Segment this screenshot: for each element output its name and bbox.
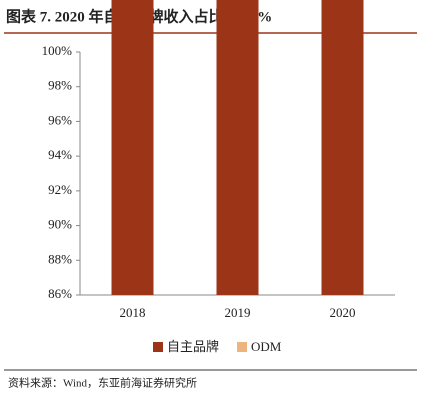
y-tick-label: 94% [48,147,72,162]
legend-label: 自主品牌 [167,339,219,354]
y-tick-label: 86% [48,286,72,301]
bar-segment [216,0,259,295]
x-tick-label: 2018 [120,305,146,320]
y-tick-label: 90% [48,217,72,232]
y-tick-label: 98% [48,78,72,93]
y-tick-label: 88% [48,251,72,266]
bar-segment [321,0,364,295]
y-tick-label: 92% [48,182,72,197]
y-tick-label: 100% [42,43,73,58]
x-tick-label: 2020 [330,305,356,320]
y-tick-label: 96% [48,112,72,127]
legend-label: ODM [251,339,282,354]
bar-segment [111,0,154,295]
x-tick-label: 2019 [225,305,251,320]
legend-swatch [237,342,248,352]
legend-swatch [153,342,163,352]
source: 资料来源：Wind，东亚前海证券研究所 [8,376,197,390]
